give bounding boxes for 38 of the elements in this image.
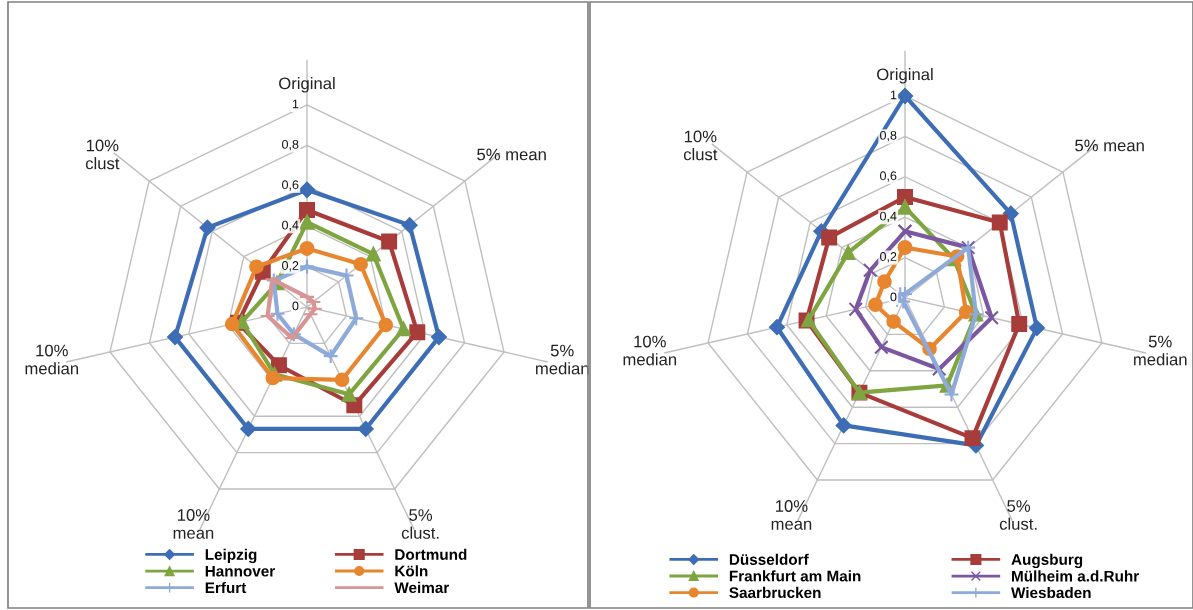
- y-tick-label: 0,8: [880, 130, 897, 142]
- spoke-label: 10% mean: [173, 509, 214, 539]
- spoke-label: Original: [279, 77, 335, 93]
- spoke-label: 5% clust.: [401, 509, 439, 539]
- legend-label: Erfurt: [205, 581, 247, 594]
- y-tick-label: 0: [292, 301, 299, 311]
- spoke-label: 10% mean: [771, 500, 812, 530]
- spoke-label: 10% clust: [85, 139, 120, 170]
- legend-label: Köln: [395, 565, 428, 577]
- legend-label: Augsburg: [1011, 553, 1083, 569]
- y-tick-label: 0,6: [880, 171, 897, 182]
- spoke-label: 10% median: [25, 344, 79, 375]
- y-tick-label: 0,8: [282, 139, 299, 151]
- y-tick-label: 0,4: [880, 211, 897, 223]
- y-tick-label: 1: [292, 99, 299, 109]
- spoke-label: 5% mean: [1075, 139, 1144, 152]
- y-tick-label: 0,6: [282, 180, 299, 191]
- legend-label: Weimar: [394, 581, 450, 594]
- legend-label: Wiesbaden: [1011, 586, 1091, 599]
- legend-label: Hannover: [205, 565, 275, 577]
- legend-label: Düsseldorf: [729, 553, 809, 565]
- legend-label: Dortmund: [395, 548, 467, 560]
- spoke-label: 5% mean: [477, 148, 546, 161]
- spoke-label: 10% median: [623, 335, 677, 366]
- y-tick-label: 0,2: [880, 252, 897, 263]
- legend-label: Mülheim a.d.Ruhr: [1012, 570, 1139, 582]
- legend-label: Leipzig: [205, 548, 257, 564]
- spoke-label: 10% clust: [683, 130, 718, 161]
- y-tick-label: 1: [890, 90, 897, 100]
- spoke-label: 5% median: [1134, 335, 1187, 366]
- y-tick-label: 0,4: [282, 220, 299, 232]
- spoke-label: Original: [877, 68, 933, 84]
- legend-label: Frankfurt am Main: [729, 570, 861, 582]
- legend-label: Saarbrucken: [729, 586, 821, 599]
- y-tick-label: 0: [890, 292, 897, 302]
- y-tick-label: 0,2: [282, 261, 299, 272]
- spoke-label: 5% clust.: [999, 500, 1037, 530]
- spoke-label: 5% median: [536, 344, 589, 375]
